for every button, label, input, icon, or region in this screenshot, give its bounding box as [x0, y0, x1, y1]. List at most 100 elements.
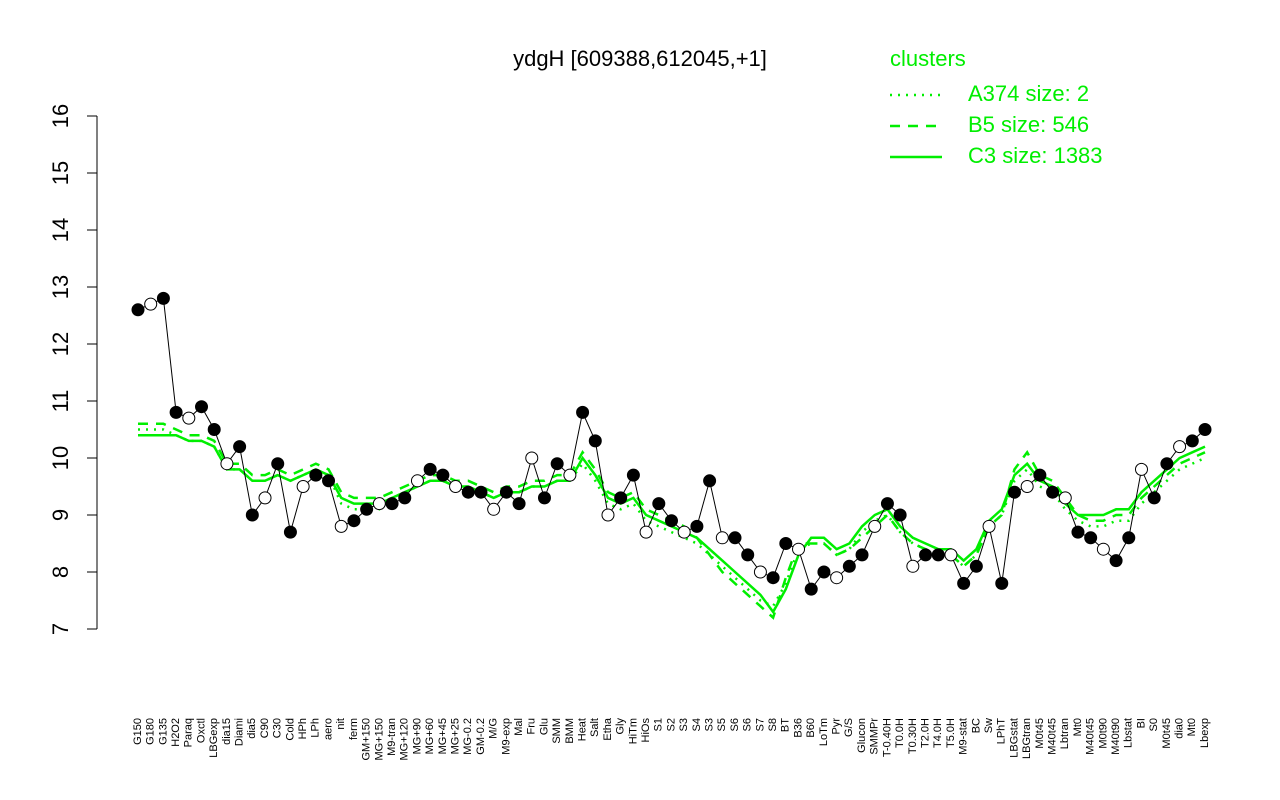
- x-tick-label: GM+150: [361, 718, 373, 761]
- data-point: [1122, 531, 1136, 545]
- x-tick-label: MG+45: [437, 718, 449, 754]
- x-tick-label: G135: [157, 718, 169, 745]
- x-tick-label: Oxctl: [195, 718, 207, 743]
- data-point: [639, 525, 653, 539]
- y-tick-label: 15: [48, 161, 73, 185]
- x-tick-label: dia5: [246, 718, 258, 739]
- x-tick-label: Sw: [983, 718, 995, 733]
- x-tick-label: T4.0H: [932, 718, 944, 748]
- x-tick-label: LBGstat: [1008, 718, 1020, 758]
- legend-title: clusters: [890, 46, 966, 71]
- data-point: [601, 508, 615, 522]
- y-tick-label: 7: [48, 623, 73, 635]
- data-point: [931, 548, 945, 562]
- data-point: [360, 502, 374, 516]
- x-tick-label: T2.0H: [919, 718, 931, 748]
- data-point: [372, 497, 386, 511]
- data-point: [715, 531, 729, 545]
- y-tick-label: 10: [48, 446, 73, 470]
- data-point: [499, 485, 513, 499]
- data-point: [842, 559, 856, 573]
- data-point: [741, 548, 755, 562]
- x-tick-label: S0: [1148, 718, 1160, 731]
- data-point: [817, 565, 831, 579]
- x-tick-label: M0t45: [1034, 718, 1046, 749]
- data-point: [258, 491, 272, 505]
- gene-line: [137, 297, 1206, 591]
- x-tick-label: HiTm: [627, 718, 639, 744]
- data-point: [550, 457, 564, 471]
- x-tick-label: MG-0.2: [462, 718, 474, 755]
- x-tick-label: M0t45: [1161, 718, 1173, 749]
- data-point: [1160, 457, 1174, 471]
- x-tick-label: BC: [970, 718, 982, 733]
- data-point: [436, 468, 450, 482]
- x-tick-label: S3: [678, 718, 690, 731]
- chart-title: ydgH [609388,612045,+1]: [513, 46, 767, 71]
- data-point: [944, 548, 958, 562]
- x-tick-label: M0t90: [1097, 718, 1109, 749]
- x-tick-label: BT: [780, 718, 792, 732]
- x-tick-label: LBGexp: [208, 718, 220, 758]
- x-tick-label: dia0: [1174, 718, 1186, 739]
- x-tick-label: Etha: [602, 717, 614, 741]
- y-tick-label: 12: [48, 332, 73, 356]
- x-tick-label: M40t45: [1085, 718, 1097, 755]
- data-point: [893, 508, 907, 522]
- x-tick-label: Pyr: [831, 718, 843, 735]
- data-point: [1096, 542, 1110, 556]
- x-tick-label: Heat: [576, 718, 588, 741]
- x-tick-label: Lbstat: [1123, 718, 1135, 748]
- x-tick-label: SMM: [551, 718, 563, 744]
- x-tick-label: HPh: [297, 718, 309, 739]
- y-tick-label: 13: [48, 275, 73, 299]
- data-point: [614, 491, 628, 505]
- data-point: [728, 531, 742, 545]
- y-tick-label: 9: [48, 509, 73, 521]
- data-point: [906, 559, 920, 573]
- data-point: [1198, 423, 1212, 436]
- data-point: [144, 297, 158, 311]
- data-point: [1007, 485, 1021, 499]
- data-point: [1109, 554, 1123, 568]
- x-tick-label: MG+60: [424, 718, 436, 754]
- data-point: [195, 400, 209, 414]
- x-tick-label: LBGtran: [1021, 718, 1033, 759]
- x-tick-label: MG+150: [373, 718, 385, 761]
- data-point: [322, 474, 336, 488]
- data-point: [1020, 480, 1034, 493]
- x-tick-label: T5.0H: [945, 718, 957, 748]
- data-point: [766, 571, 780, 585]
- x-tick-label: nit: [335, 718, 347, 730]
- x-tick-label: Lbexp: [1199, 718, 1211, 748]
- x-tick-label: S7: [754, 718, 766, 731]
- data-point: [652, 497, 666, 511]
- x-tick-label: Mal: [513, 718, 525, 736]
- x-tick-label: M/G: [488, 718, 500, 739]
- data-point: [1147, 491, 1161, 505]
- data-point: [525, 451, 539, 465]
- data-point: [487, 502, 501, 516]
- data-point: [207, 423, 221, 436]
- x-tick-label: T0.30H: [907, 718, 919, 754]
- x-tick-label: Lbtran: [1059, 718, 1071, 749]
- data-point: [1173, 440, 1187, 454]
- x-tick-label: aero: [322, 718, 334, 740]
- x-tick-label: S4: [691, 718, 703, 731]
- data-point: [1033, 468, 1047, 482]
- x-tick-label: Fru: [526, 718, 538, 735]
- x-tick-label: G/S: [843, 718, 855, 737]
- x-tick-label: LPhT: [996, 718, 1008, 745]
- data-point: [995, 576, 1009, 590]
- x-tick-label: M9-tran: [386, 718, 398, 756]
- data-point: [385, 497, 399, 511]
- data-point: [1185, 434, 1199, 448]
- legend-label: A374 size: 2: [968, 81, 1089, 106]
- x-tick-label: Glu: [538, 718, 550, 735]
- data-point: [576, 405, 590, 419]
- data-point: [1058, 491, 1072, 505]
- data-point: [880, 497, 894, 511]
- data-point: [449, 480, 463, 493]
